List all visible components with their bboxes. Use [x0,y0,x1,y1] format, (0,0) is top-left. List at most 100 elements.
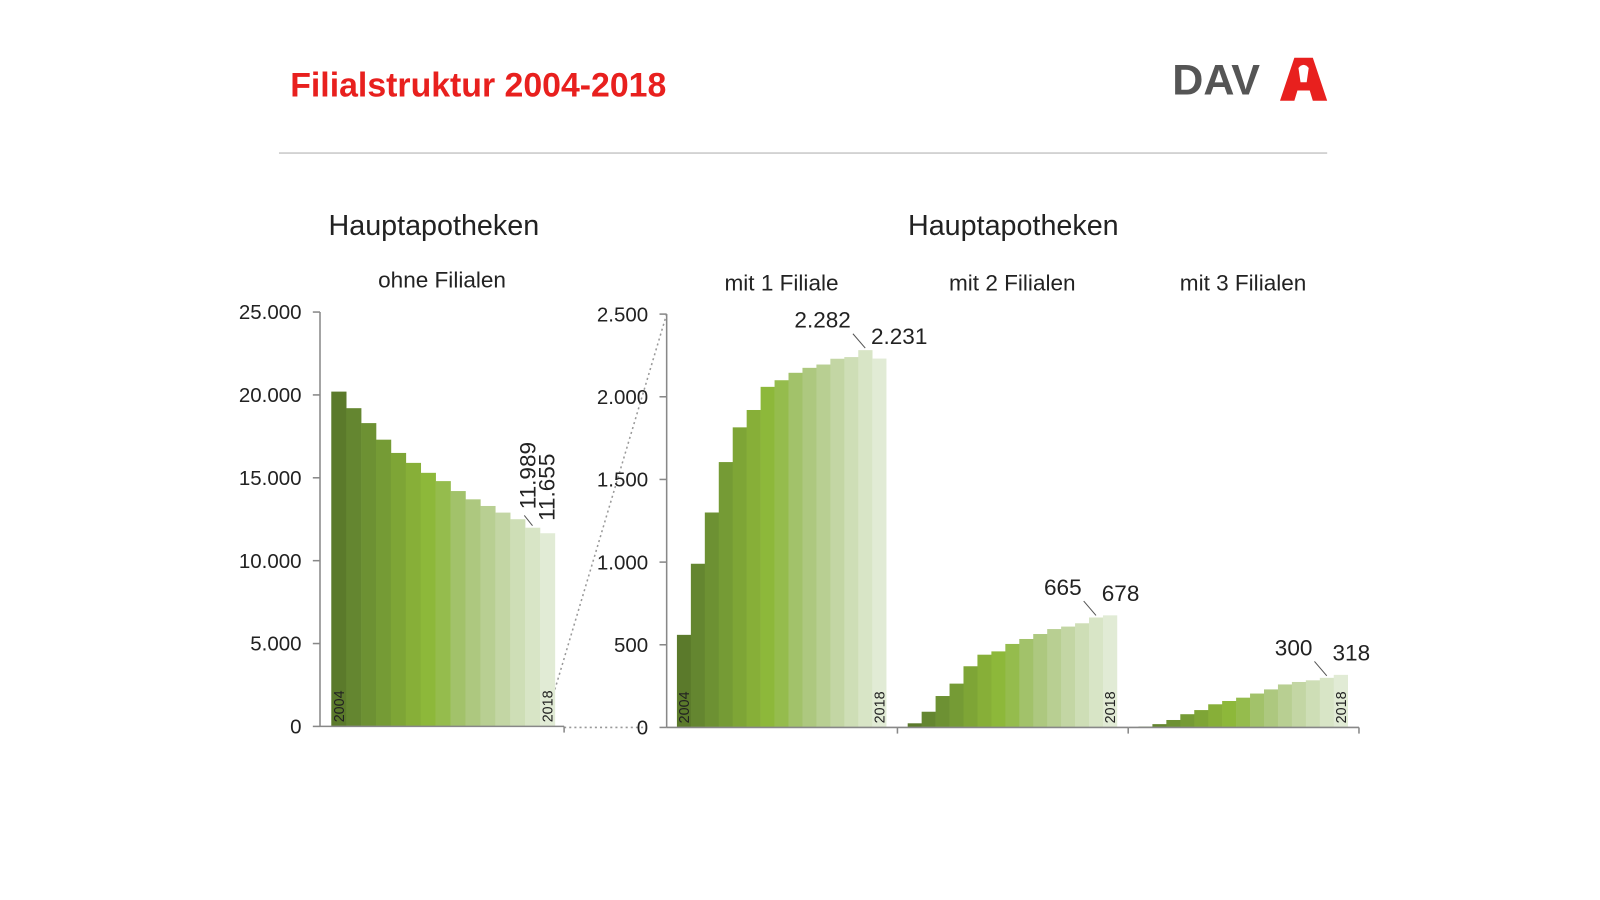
logo-text: DAV [1172,57,1260,105]
bar [991,651,1006,728]
bar [1208,704,1223,728]
bar [977,654,992,728]
label-leader [1314,661,1328,677]
bar [465,499,481,727]
bar [1319,677,1335,728]
bar [816,364,831,728]
chart-subtitle: mit 2 Filialen [949,271,1076,296]
label-leader [1083,600,1097,616]
bar [420,472,436,727]
y-tick-label: 10.000 [239,550,302,573]
bar [480,505,496,727]
y-tick-label: 1.500 [597,469,648,492]
bar [450,491,466,727]
bar [746,409,761,728]
x-category-label: 2004 [332,690,348,722]
bar [435,481,451,727]
x-category-label: 2018 [1103,691,1119,723]
bar [361,423,377,727]
chart-subtitle: mit 3 Filialen [1180,271,1307,296]
value-label: 300 [1275,635,1313,660]
bar [539,533,556,727]
bar [1075,623,1090,728]
bar [1333,674,1348,728]
value-label: 665 [1044,575,1082,600]
bar [1019,638,1034,728]
slide-title: Filialstruktur 2004-2018 [290,67,666,105]
chart-title: Hauptapotheken [329,210,540,242]
label-leader [523,515,533,526]
value-label: 11.989 [516,442,541,509]
bar [935,696,950,728]
bar [1236,697,1251,728]
chart-subtitle: mit 1 Filiale [725,271,839,296]
bar [1005,643,1020,728]
bar [1250,693,1265,728]
bar [690,563,706,728]
label-leader [852,333,866,349]
bar [1047,629,1062,728]
bar [1180,714,1195,728]
bar [1305,680,1321,728]
bar [788,372,803,728]
y-tick-label: 1.000 [597,551,648,574]
logo-icon [1280,57,1328,101]
bar [802,367,817,728]
bar [525,527,541,727]
bar [346,408,362,727]
bar [1277,684,1293,728]
y-tick-label: 2.500 [597,303,648,326]
bar [921,711,936,728]
bar [1166,719,1181,728]
bar [1102,615,1118,728]
y-tick-label: 0 [637,717,648,740]
bar [510,519,526,727]
x-category-label: 2018 [1334,691,1350,723]
bar [830,358,845,728]
y-tick-label: 5.000 [250,633,301,656]
chart-subtitle: ohne Filialen [378,267,506,292]
bar [495,512,511,727]
bar [872,358,887,728]
bar [1033,634,1048,728]
bar [1152,724,1167,728]
bar [1222,700,1237,728]
bar [1264,689,1279,728]
value-label: 318 [1333,641,1371,666]
y-tick-label: 0 [290,716,301,739]
bar [718,462,734,728]
y-tick-label: 25.000 [239,301,302,324]
bar [907,723,922,728]
bar [844,357,859,728]
bar [732,427,747,728]
bar [390,452,407,727]
y-tick-label: 15.000 [239,467,302,490]
bar [963,666,978,728]
chart-title: Hauptapotheken [908,210,1119,242]
y-tick-label: 500 [614,634,648,657]
y-tick-label: 20.000 [239,384,302,407]
bar [858,350,873,728]
value-label: 2.282 [794,308,850,333]
bar [1291,681,1307,728]
bar [405,462,422,727]
value-label: 678 [1102,581,1140,606]
bar [1194,710,1209,728]
bar [704,512,720,728]
zoom-connector [554,313,668,690]
bar [676,634,692,728]
value-label: 11.655 [535,454,560,521]
x-category-label: 2018 [541,690,557,722]
bar [949,683,964,728]
bar [774,380,789,728]
bar [376,439,392,727]
bar [1089,617,1104,728]
value-label: 2.231 [871,324,927,349]
bar [331,391,347,727]
x-category-label: 2004 [677,691,693,723]
x-category-label: 2018 [872,691,888,723]
y-tick-label: 2.000 [597,386,648,409]
bar [760,386,775,728]
